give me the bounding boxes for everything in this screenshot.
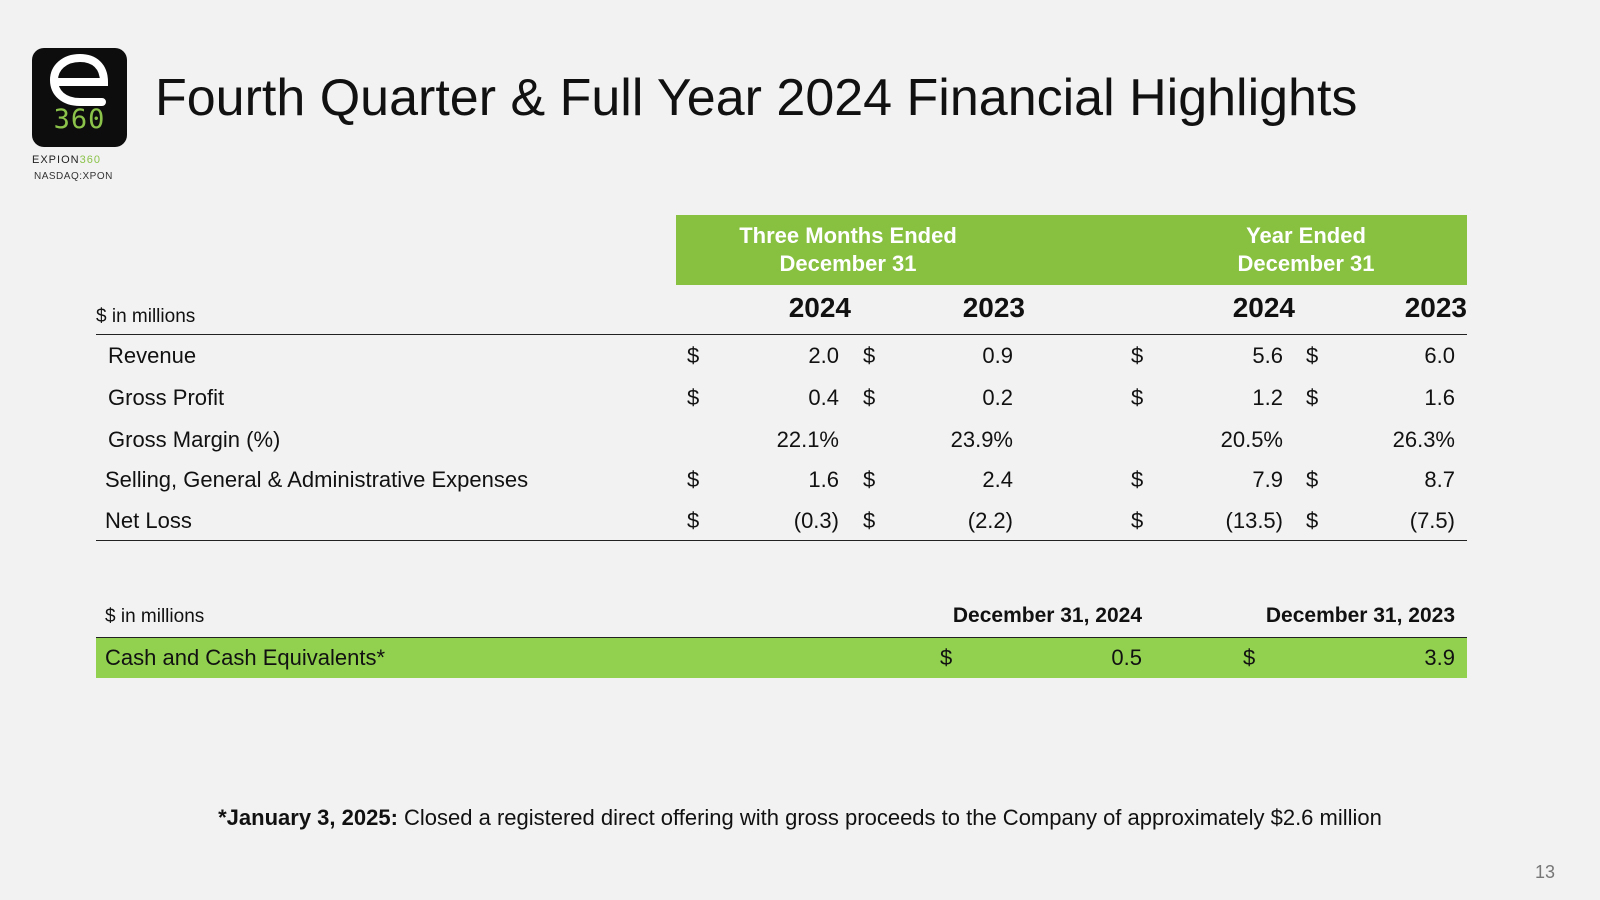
header-rule	[96, 334, 1467, 335]
page-title: Fourth Quarter & Full Year 2024 Financia…	[155, 69, 1358, 127]
brand-name: EXPION360	[32, 154, 101, 166]
currency-symbol: $	[1306, 467, 1319, 492]
cell-value: 5.6	[1252, 343, 1283, 368]
cell-value: 0.5	[1111, 645, 1142, 670]
currency-symbol: $	[863, 343, 876, 368]
row-label: Revenue	[108, 343, 197, 368]
cell-value: 6.0	[1424, 343, 1455, 368]
group-header-year: Year Ended December 31	[1020, 215, 1467, 285]
year-header: 2023	[1404, 292, 1467, 323]
cell-value: 2.4	[982, 467, 1013, 492]
currency-symbol: $	[1243, 645, 1256, 670]
cell-value: 8.7	[1424, 467, 1455, 492]
currency-symbol: $	[687, 467, 700, 492]
table2-header-rule	[96, 637, 1467, 638]
cell-value: 23.9%	[950, 427, 1013, 452]
currency-symbol: $	[1306, 508, 1319, 533]
cell-value: 1.6	[1424, 385, 1455, 410]
year-header: 2024	[788, 292, 851, 323]
cell-value: 22.1%	[776, 427, 839, 452]
cell-value: 0.4	[808, 385, 839, 410]
date-header: December 31, 2023	[1265, 604, 1455, 627]
row-label: Gross Margin (%)	[108, 427, 281, 452]
date-header: December 31, 2024	[952, 604, 1142, 627]
currency-symbol: $	[863, 385, 876, 410]
row-label: Net Loss	[105, 508, 192, 533]
cell-value: 7.9	[1252, 467, 1283, 492]
currency-symbol: $	[1131, 508, 1144, 533]
company-logo	[32, 48, 127, 147]
cash-row-highlight	[96, 638, 1467, 678]
cell-value: 3.9	[1424, 645, 1455, 670]
table1-bottom-rule	[96, 540, 1467, 541]
footnote: *January 3, 2025: Closed a registered di…	[218, 805, 1382, 830]
cell-value: (13.5)	[1225, 508, 1283, 533]
table2-units-label: $ in millions	[105, 606, 205, 627]
cell-value: 1.2	[1252, 385, 1283, 410]
currency-symbol: $	[687, 508, 700, 533]
logo-number: 360	[53, 104, 106, 135]
currency-symbol: $	[863, 467, 876, 492]
table1-units-label: $ in millions	[96, 306, 196, 327]
cell-value: 20.5%	[1220, 427, 1283, 452]
cell-value: 26.3%	[1392, 427, 1455, 452]
cell-value: (0.3)	[793, 508, 839, 533]
year-header: 2023	[962, 292, 1025, 323]
row-label: Gross Profit	[108, 385, 225, 410]
currency-symbol: $	[1306, 385, 1319, 410]
cell-value: 0.9	[982, 343, 1013, 368]
group-header-three-months: Three Months Ended December 31	[676, 215, 1020, 285]
cell-value: (7.5)	[1409, 508, 1455, 533]
ticker-symbol: NASDAQ:XPON	[34, 171, 113, 182]
cell-value: (2.2)	[967, 508, 1013, 533]
cell-value: 0.2	[982, 385, 1013, 410]
currency-symbol: $	[863, 508, 876, 533]
row-label: Cash and Cash Equivalents*	[105, 645, 386, 670]
cell-value: 2.0	[808, 343, 839, 368]
currency-symbol: $	[687, 385, 700, 410]
page-number: 13	[1535, 862, 1556, 882]
row-label: Selling, General & Administrative Expens…	[105, 467, 529, 492]
cell-value: 1.6	[808, 467, 839, 492]
currency-symbol: $	[1131, 343, 1144, 368]
year-header: 2024	[1232, 292, 1295, 323]
currency-symbol: $	[1131, 467, 1144, 492]
currency-symbol: $	[1306, 343, 1319, 368]
currency-symbol: $	[940, 645, 953, 670]
logo-e-icon	[49, 53, 109, 106]
currency-symbol: $	[1131, 385, 1144, 410]
currency-symbol: $	[687, 343, 700, 368]
